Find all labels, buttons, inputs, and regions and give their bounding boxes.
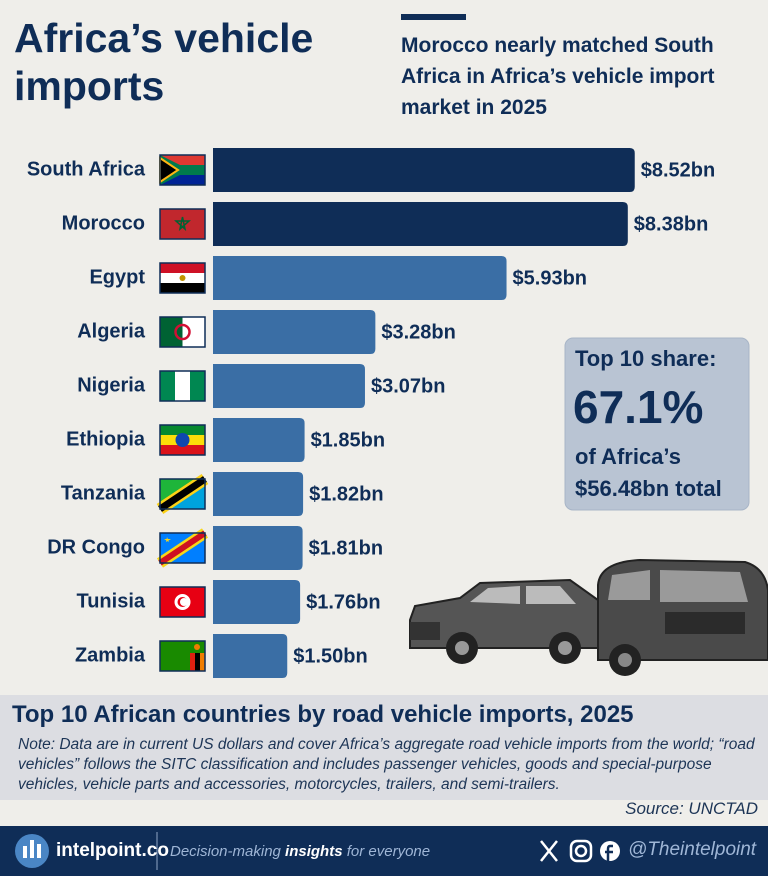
callout-line: Top 10 share: [575, 346, 716, 371]
category-label: Algeria [77, 320, 146, 342]
footer-band [0, 826, 768, 876]
category-label: Egypt [89, 266, 145, 288]
flag [159, 424, 206, 456]
tagline-text: Decision-making [170, 843, 281, 860]
value-label: $1.81bn [309, 537, 383, 559]
flag-part [175, 371, 190, 401]
flag-border [159, 370, 206, 402]
tagline-emphasis: insights [285, 843, 343, 860]
flag [159, 586, 206, 618]
flag-part [164, 537, 171, 542]
value-label: $3.28bn [381, 321, 455, 343]
flag-border [159, 316, 206, 348]
flag-part [160, 445, 205, 455]
callout-line: $56.48bn total [575, 476, 722, 501]
note: Note: Data are in current US dollars and… [18, 736, 755, 793]
flag-part [160, 317, 183, 347]
flag-border [159, 532, 206, 564]
flag-part [158, 530, 207, 566]
category-label: DR Congo [47, 536, 145, 558]
logo [15, 834, 49, 868]
value-label: $1.82bn [309, 483, 383, 505]
flag [159, 208, 206, 240]
flag-part [160, 209, 205, 239]
flag-border [159, 424, 206, 456]
flag-part [158, 476, 207, 512]
flag [159, 640, 206, 672]
flag-part [174, 323, 191, 341]
value-label: $8.52bn [641, 159, 715, 181]
bar [213, 256, 507, 300]
flag [156, 474, 209, 514]
bar [213, 364, 365, 408]
value-label: $3.07bn [371, 375, 445, 397]
category-label: Tunisia [76, 590, 145, 612]
flag-part [200, 653, 205, 671]
title: Africa’s vehicle imports [14, 15, 314, 109]
flag-part [195, 653, 200, 671]
chart-title: Top 10 African countries by road vehicle… [12, 701, 634, 728]
flag-part [179, 275, 186, 281]
flag-border [159, 208, 206, 240]
value-label: $1.50bn [293, 645, 367, 667]
flag-part [190, 653, 195, 671]
bar [213, 472, 304, 516]
flag-part [180, 598, 188, 606]
flag-border [159, 640, 206, 672]
flag [159, 262, 206, 294]
flag [159, 154, 206, 186]
flag-part [160, 283, 205, 293]
value-label: $8.38bn [634, 213, 708, 235]
subtitle: Morocco nearly matched South Africa in A… [401, 34, 715, 119]
category-label: Morocco [62, 212, 145, 234]
flag-part [160, 155, 205, 165]
flag-part [160, 425, 205, 435]
flag-part [160, 371, 175, 401]
bar [213, 526, 303, 570]
flag-border [159, 478, 206, 510]
flag-part [160, 263, 205, 273]
category-label: South Africa [27, 158, 146, 180]
callout-line: of Africa’s [575, 444, 681, 469]
bar [213, 580, 301, 624]
handle: @Theintelpoint [628, 839, 757, 860]
flag-part [182, 317, 205, 347]
tagline: Decision-making insights for everyone [170, 843, 430, 860]
bar [213, 148, 635, 192]
flag-part [190, 371, 205, 401]
flag-part [175, 433, 190, 447]
flag-part [174, 216, 191, 232]
flag-part [160, 175, 205, 185]
bar [213, 634, 288, 678]
category-label: Ethiopia [66, 428, 146, 450]
value-label: $5.93bn [513, 267, 587, 289]
social-icons [540, 839, 620, 863]
flag-part [194, 644, 200, 650]
flag [159, 316, 206, 348]
bottom-band [0, 695, 768, 800]
tagline-text: for everyone [346, 843, 431, 860]
bar [213, 202, 628, 246]
brand: intelpoint.co [56, 840, 169, 861]
accent-bar [401, 14, 466, 20]
value-label: $1.76bn [306, 591, 380, 613]
value-label: $1.85bn [311, 429, 385, 451]
flag [159, 370, 206, 402]
category-label: Zambia [75, 644, 146, 666]
cars-illustration [409, 558, 768, 676]
callout-big: 67.1% [573, 381, 703, 433]
flag-border [159, 586, 206, 618]
callout-box [564, 337, 750, 511]
bar [213, 310, 376, 354]
category-label: Tanzania [61, 482, 146, 504]
bar [213, 418, 305, 462]
flag-border [159, 262, 206, 294]
category-label: Nigeria [77, 374, 146, 396]
flag [156, 528, 209, 568]
source: Source: UNCTAD [625, 799, 758, 818]
flag-border [159, 154, 206, 186]
